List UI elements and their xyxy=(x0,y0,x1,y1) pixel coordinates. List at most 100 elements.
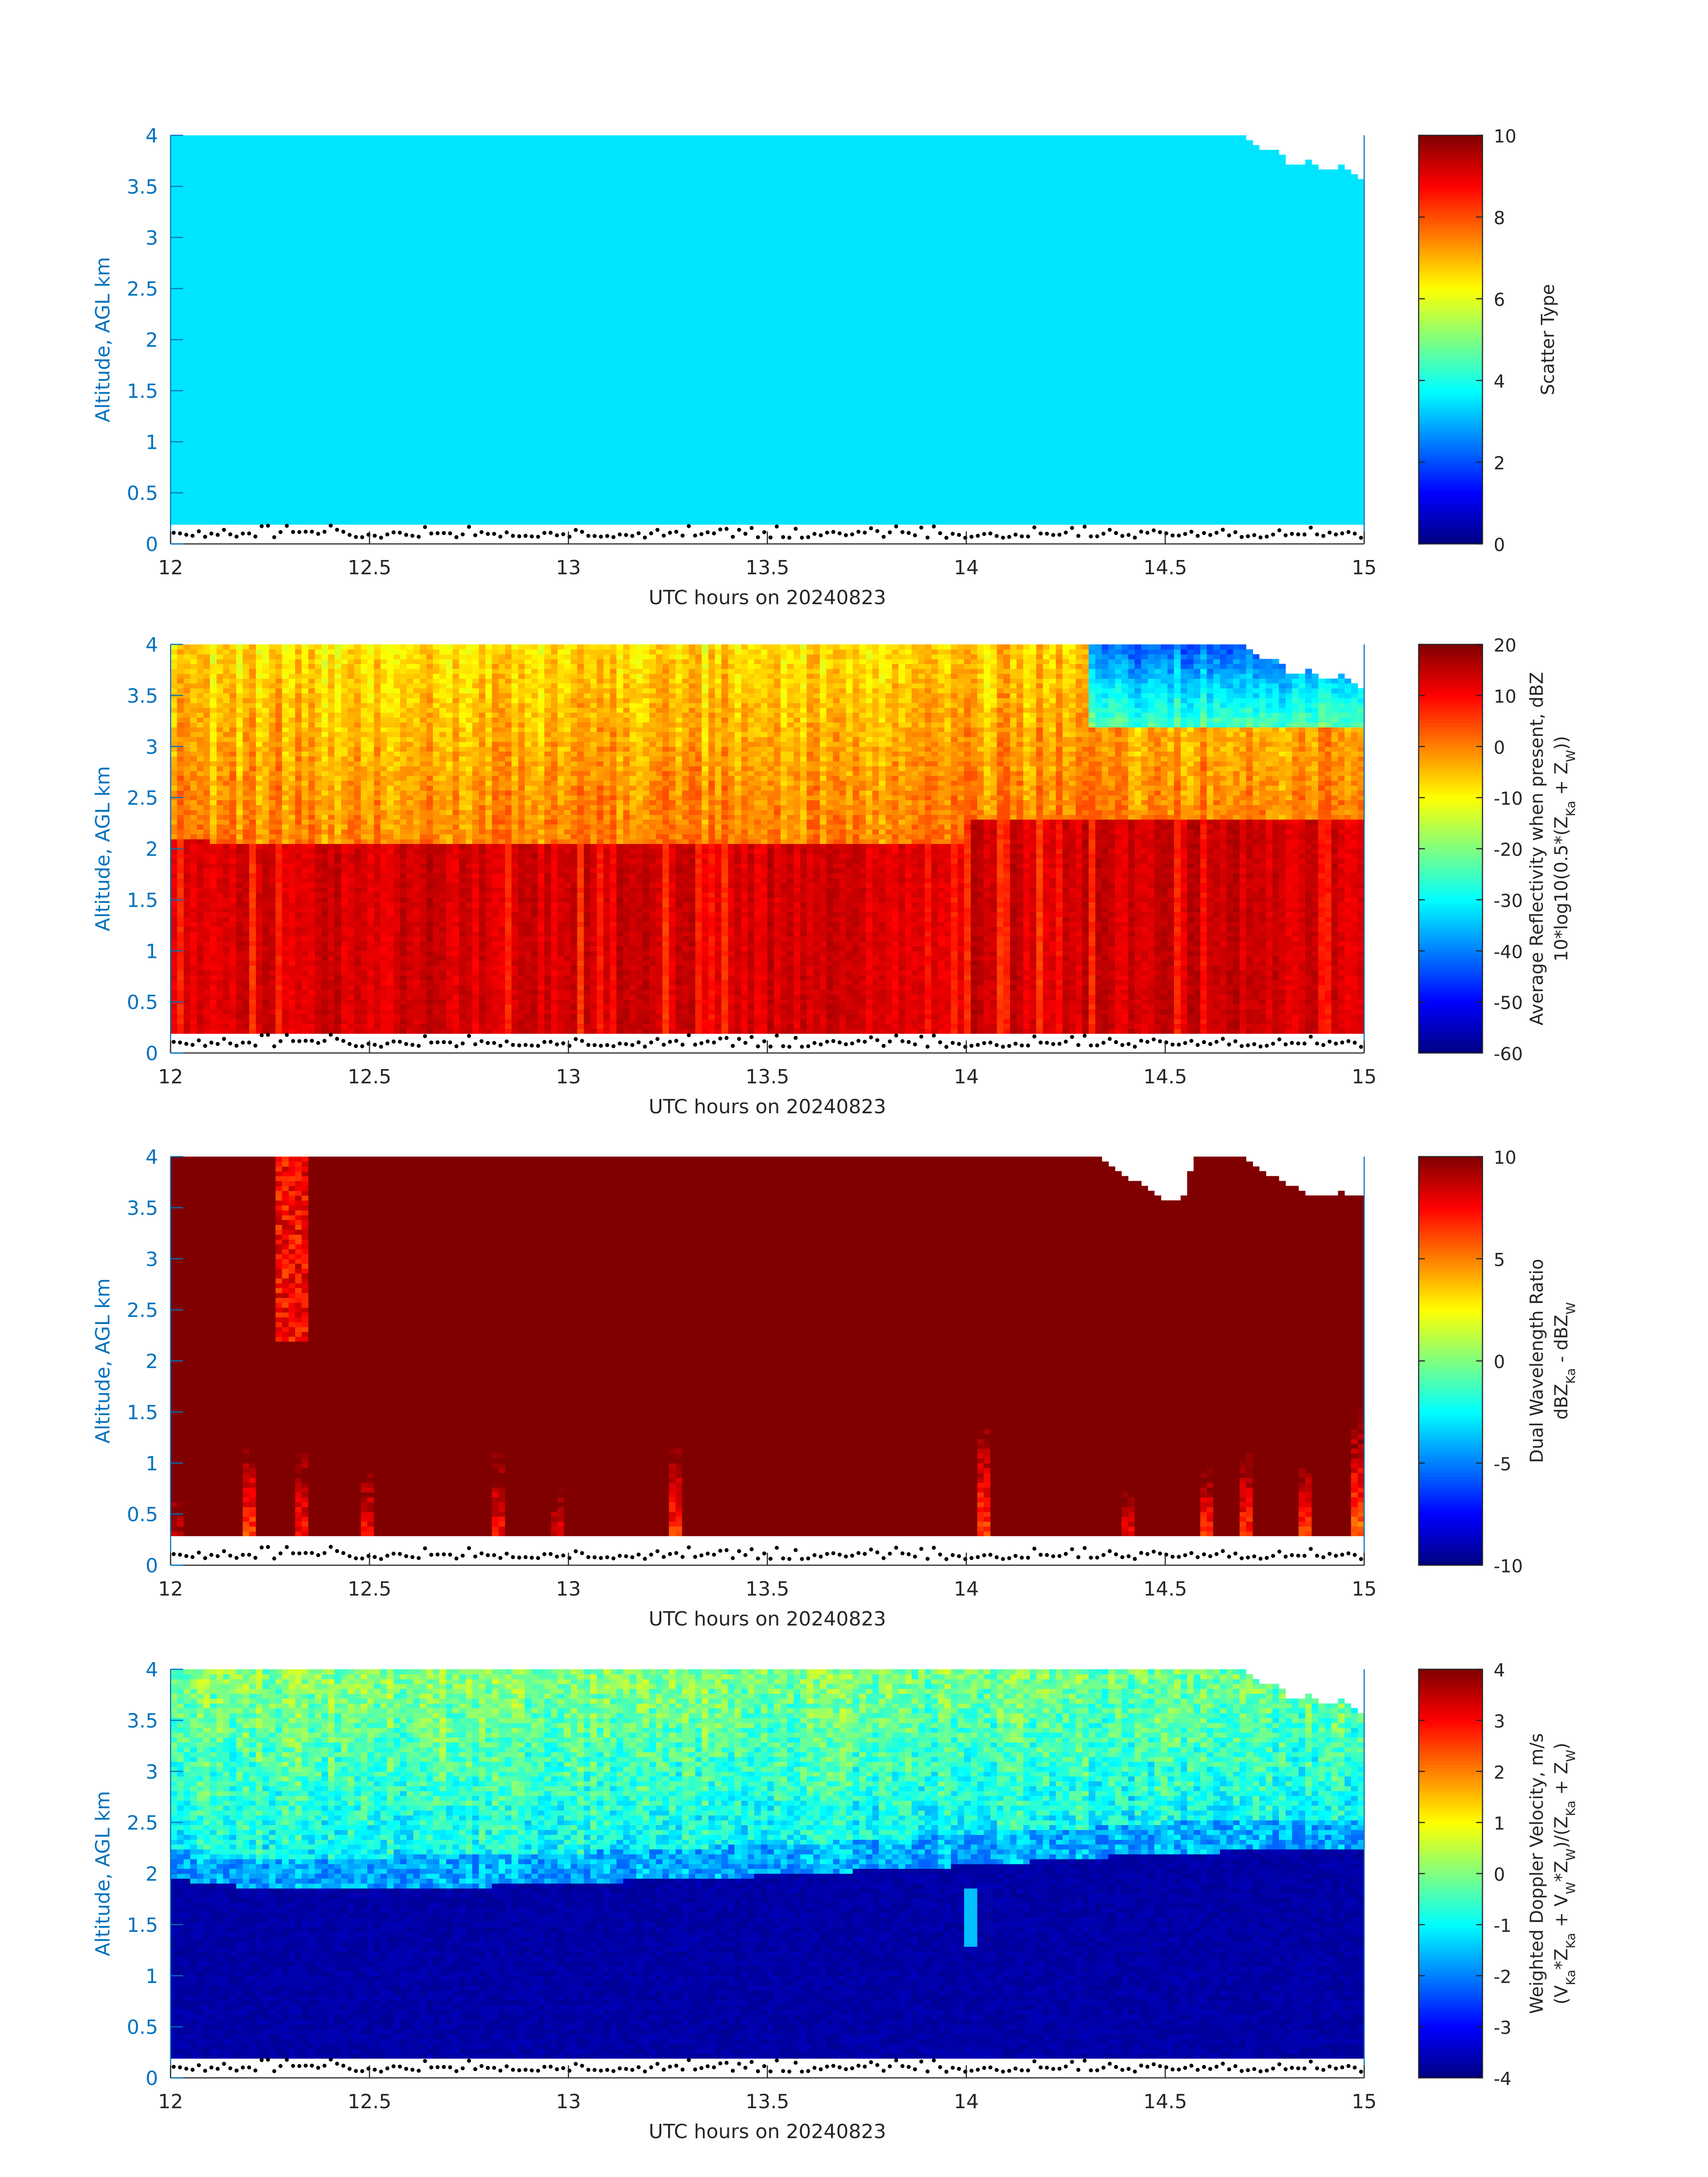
heatmap-cell xyxy=(302,447,309,451)
heatmap-cell xyxy=(322,233,328,238)
heatmap-cell xyxy=(322,213,328,218)
heatmap-cell xyxy=(210,242,217,247)
heatmap-cell xyxy=(197,242,204,247)
heatmap-cell xyxy=(177,276,184,281)
heatmap-cell xyxy=(184,267,190,272)
heatmap-cell xyxy=(315,223,322,228)
heatmap-cell xyxy=(295,257,302,262)
heatmap-cell xyxy=(184,403,190,408)
heatmap-cell xyxy=(184,398,190,403)
heatmap-cell xyxy=(295,422,302,427)
heatmap-cell xyxy=(295,184,302,189)
heatmap-cell xyxy=(302,223,309,228)
heatmap-cell xyxy=(203,310,210,315)
heatmap-cell xyxy=(243,413,250,418)
heatmap-cell xyxy=(302,305,309,310)
heatmap-cell xyxy=(322,335,328,340)
heatmap-cell xyxy=(171,135,177,140)
heatmap-cell xyxy=(295,398,302,403)
heatmap-cell xyxy=(276,456,282,461)
heatmap-cell xyxy=(308,208,315,213)
heatmap-cell xyxy=(203,315,210,320)
heatmap-cell xyxy=(223,384,230,389)
heatmap-cell xyxy=(190,471,197,476)
heatmap-cell xyxy=(282,432,289,437)
heatmap-cell xyxy=(249,515,256,520)
heatmap-cell xyxy=(315,408,322,413)
heatmap-cell xyxy=(249,140,256,145)
heatmap-cell xyxy=(282,184,289,189)
heatmap-cell xyxy=(190,335,197,340)
heatmap-cell xyxy=(295,291,302,296)
heatmap-cell xyxy=(276,164,282,169)
heatmap-cell xyxy=(217,228,223,233)
heatmap-cell xyxy=(276,145,282,150)
heatmap-cell xyxy=(210,320,217,325)
heatmap-cell xyxy=(308,179,315,184)
heatmap-cell xyxy=(217,447,223,451)
heatmap-cell xyxy=(190,135,197,140)
heatmap-cell xyxy=(210,427,217,432)
heatmap-cell xyxy=(269,481,276,485)
heatmap-cell xyxy=(190,145,197,150)
heatmap-cell xyxy=(243,262,250,267)
heatmap-cell xyxy=(190,291,197,296)
heatmap-cell xyxy=(302,145,309,150)
heatmap-cell xyxy=(256,461,263,466)
heatmap-cell xyxy=(243,500,250,505)
heatmap-cell xyxy=(184,247,190,252)
heatmap-cell xyxy=(302,422,309,427)
heatmap-cell xyxy=(295,485,302,490)
heatmap-cell xyxy=(295,466,302,471)
heatmap-cell xyxy=(295,213,302,218)
heatmap-cell xyxy=(276,194,282,199)
heatmap-cell xyxy=(302,272,309,276)
heatmap-cell xyxy=(190,510,197,515)
heatmap-cell xyxy=(263,364,269,369)
heatmap-cell xyxy=(276,155,282,160)
heatmap-cell xyxy=(308,393,315,398)
heatmap-cell xyxy=(315,515,322,520)
heatmap-cell xyxy=(210,442,217,447)
heatmap-cell xyxy=(223,364,230,369)
heatmap-cell xyxy=(217,169,223,174)
heatmap-cell xyxy=(171,359,177,364)
heatmap-cell xyxy=(217,340,223,345)
panel-scatter_type: 12 12.5 13 13.5 14 14.5 1500.511.522.533.54UTC… xyxy=(92,125,1558,609)
heatmap-cell xyxy=(171,145,177,150)
heatmap-cell xyxy=(184,408,190,413)
heatmap-cell xyxy=(276,461,282,466)
heatmap-cell xyxy=(282,194,289,199)
heatmap-cell xyxy=(256,447,263,451)
heatmap-cell xyxy=(249,194,256,199)
heatmap-cell xyxy=(177,349,184,354)
heatmap-cell xyxy=(269,403,276,408)
heatmap-cell xyxy=(249,461,256,466)
heatmap-cell xyxy=(210,305,217,310)
heatmap-cell xyxy=(295,481,302,485)
heatmap-cell xyxy=(315,432,322,437)
heatmap-cell xyxy=(322,456,328,461)
heatmap-cell xyxy=(302,281,309,286)
heatmap-cell xyxy=(295,286,302,291)
heatmap-cell xyxy=(223,276,230,281)
heatmap-cell xyxy=(171,466,177,471)
heatmap-cell xyxy=(308,262,315,267)
heatmap-cell xyxy=(190,461,197,466)
heatmap-cell xyxy=(243,403,250,408)
heatmap-cell xyxy=(171,403,177,408)
heatmap-cell xyxy=(190,228,197,233)
heatmap-cell xyxy=(197,422,204,427)
heatmap-cell xyxy=(203,379,210,384)
heatmap-cell xyxy=(269,242,276,247)
heatmap-cell xyxy=(288,305,295,310)
heatmap-cell xyxy=(171,330,177,335)
heatmap-cell xyxy=(177,305,184,310)
heatmap-cell xyxy=(315,272,322,276)
heatmap-cell xyxy=(256,247,263,252)
heatmap-cell xyxy=(223,330,230,335)
heatmap-cell xyxy=(203,520,210,525)
heatmap-cell xyxy=(190,520,197,525)
heatmap-cell xyxy=(322,330,328,335)
heatmap-cell xyxy=(295,223,302,228)
